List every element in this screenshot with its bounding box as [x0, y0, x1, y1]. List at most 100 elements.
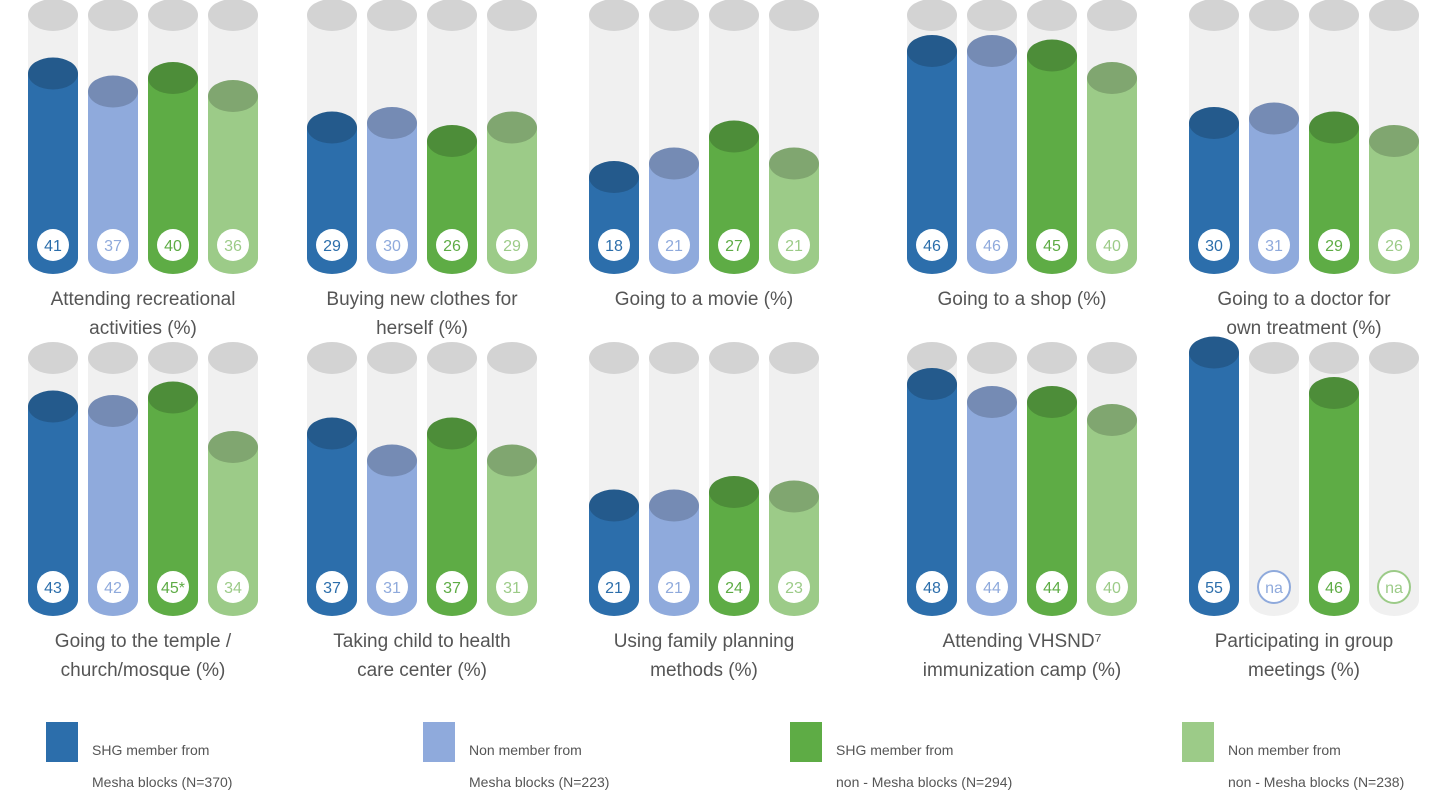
value-badge — [1198, 229, 1230, 261]
bar-top — [208, 431, 258, 463]
legend-swatch — [1182, 722, 1214, 762]
bar-body — [307, 433, 357, 616]
bar-body — [208, 96, 258, 274]
data-label: 21 — [605, 580, 623, 597]
bar-body — [967, 402, 1017, 616]
value-badge — [1198, 571, 1230, 603]
bar-body — [907, 51, 957, 274]
panel-label: own treatment (%) — [1226, 318, 1381, 339]
bar-top — [1309, 377, 1359, 409]
cylinder-top — [907, 342, 957, 374]
value-badge — [976, 229, 1008, 261]
value-badge — [316, 229, 348, 261]
value-badge — [37, 229, 69, 261]
cylinder-top — [487, 0, 537, 31]
cylinder-top — [307, 0, 357, 31]
bar-top — [28, 57, 78, 90]
bar-top — [967, 386, 1017, 418]
bar-body — [1189, 352, 1239, 616]
bar-body — [208, 447, 258, 616]
value-badge — [658, 229, 690, 261]
bar-top — [208, 80, 258, 112]
value-badge — [1258, 229, 1290, 261]
panel-label: Taking child to health — [333, 631, 510, 652]
data-label: 21 — [785, 238, 803, 255]
panel-label: Going to a shop (%) — [938, 289, 1107, 310]
cylinder-top — [1309, 342, 1359, 374]
bar-top — [769, 147, 819, 180]
legend-label: Non member from Mesha blocks (N=223) — [469, 742, 610, 790]
panel-label: Buying new clothes for — [326, 289, 518, 310]
value-badge — [1377, 570, 1411, 604]
cylinder-body — [1249, 358, 1299, 616]
value-badge — [97, 571, 129, 603]
data-label: 48 — [923, 580, 941, 597]
data-label: 43 — [44, 580, 62, 597]
data-label: 30 — [1205, 238, 1223, 255]
bar-top — [1189, 336, 1239, 369]
panel-label: Going to the temple / — [55, 631, 232, 652]
bar-body — [427, 433, 477, 616]
value-badge — [376, 229, 408, 261]
data-label: 21 — [665, 238, 683, 255]
bar-cylinder — [907, 368, 957, 616]
bar-top — [88, 75, 138, 108]
value-badge — [976, 571, 1008, 603]
data-label: 41 — [44, 238, 62, 255]
bar-top — [649, 147, 699, 180]
value-badge — [598, 571, 630, 603]
bar-top — [307, 111, 357, 144]
chart-panel: 41 37 40 36 Attending recreational activities… — [28, 0, 258, 339]
data-label: 30 — [383, 238, 401, 255]
bar-top — [1189, 107, 1239, 139]
chart-panel: 48 44 44 40 Attending VHSND⁷ immunization cam… — [907, 342, 1137, 681]
bar-cylinder — [967, 35, 1017, 274]
bar-top — [1087, 62, 1137, 94]
data-label: 26 — [443, 238, 461, 255]
legend-swatch — [423, 722, 455, 762]
cylinder-top — [769, 342, 819, 374]
cylinder-top — [1189, 0, 1239, 31]
data-label: 37 — [323, 580, 341, 597]
value-badge — [1096, 571, 1128, 603]
cylinder-top — [589, 0, 639, 31]
bar-cylinder — [1189, 336, 1239, 616]
data-label: 44 — [983, 580, 1001, 597]
bar-top — [307, 417, 357, 450]
bar-body — [1027, 402, 1077, 616]
data-label: 46 — [983, 238, 1001, 255]
data-label: 36 — [224, 238, 242, 255]
data-label: 40 — [1103, 238, 1121, 255]
bar-cylinder — [1087, 62, 1137, 274]
cylinder-top — [769, 0, 819, 31]
cylinder-top — [28, 342, 78, 374]
cylinder-top — [1027, 0, 1077, 31]
data-label: 45* — [161, 580, 185, 597]
data-label: 24 — [725, 580, 743, 597]
chart-panel: 29 30 26 29 Buying new clothes for herself (%… — [307, 0, 537, 339]
value-badge — [1378, 229, 1410, 261]
data-label: 29 — [1325, 238, 1343, 255]
cylinder-top — [1369, 0, 1419, 31]
bar-top — [1369, 125, 1419, 157]
background-cylinder — [1369, 342, 1419, 616]
panel-label: meetings (%) — [1248, 660, 1360, 681]
data-label: 29 — [323, 238, 341, 255]
data-label: 40 — [164, 238, 182, 255]
cylinder-top — [1309, 0, 1359, 31]
value-badge — [1318, 571, 1350, 603]
value-badge — [916, 229, 948, 261]
data-label: 31 — [503, 580, 521, 597]
data-label: 23 — [785, 580, 803, 597]
bar-top — [589, 161, 639, 193]
bar-cylinder — [967, 386, 1017, 616]
value-badge — [1096, 229, 1128, 261]
bar-cylinder — [28, 57, 78, 274]
background-cylinder — [1249, 342, 1299, 616]
bar-cylinder — [28, 390, 78, 616]
bar-cylinder — [208, 80, 258, 274]
bar-cylinder — [907, 35, 957, 274]
cylinder-body — [1369, 358, 1419, 616]
bar-top — [28, 390, 78, 423]
bar-cylinder — [1027, 39, 1077, 274]
